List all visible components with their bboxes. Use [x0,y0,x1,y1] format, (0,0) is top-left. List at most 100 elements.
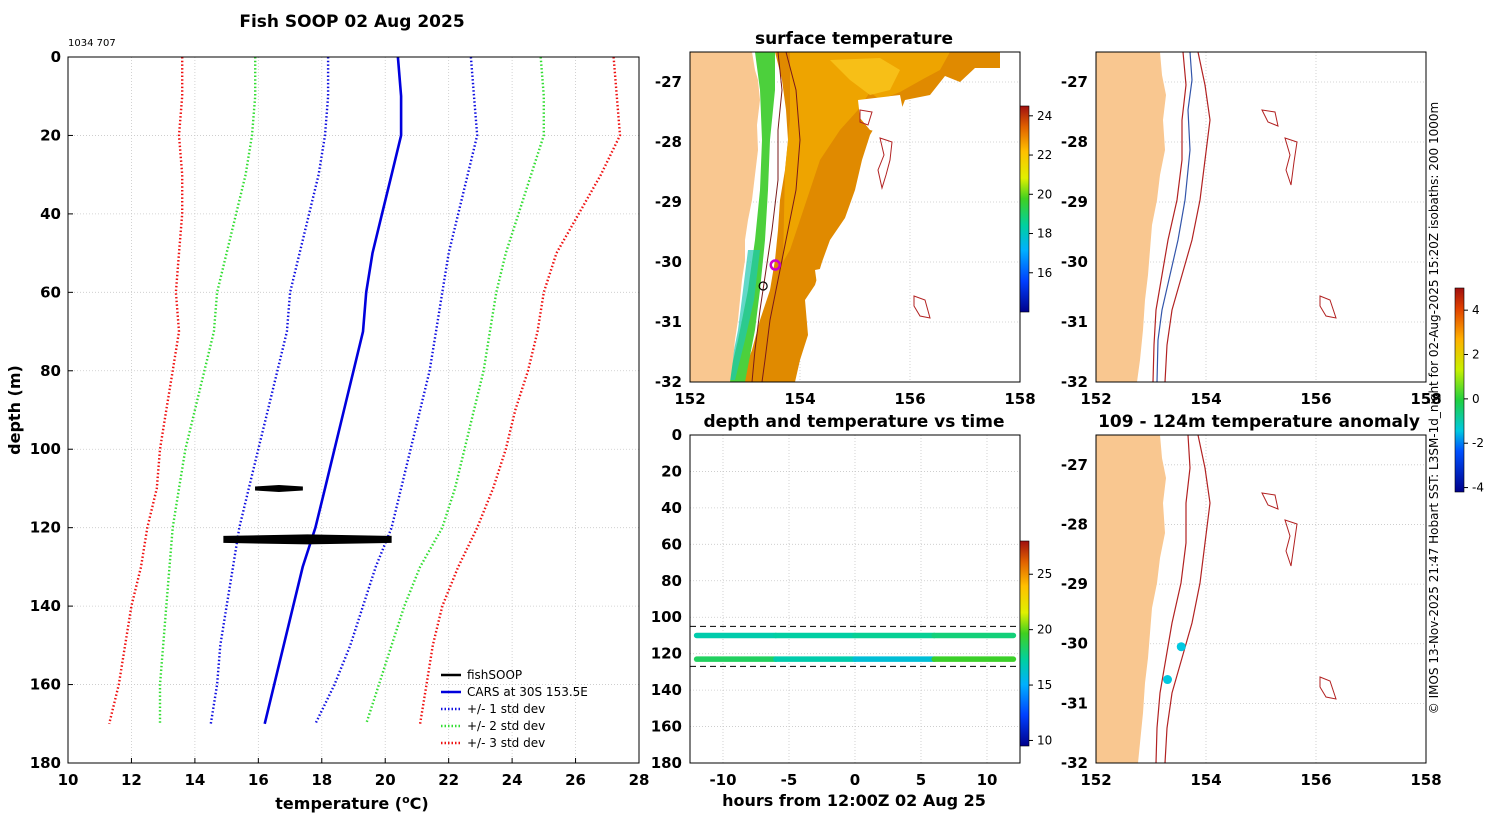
legend-label-std1: +/- 1 std dev [467,702,545,716]
anomaly-map-ytick-label: -27 [1061,456,1088,474]
depth-time-ytick-label: 40 [661,499,682,517]
legend-label-std3: +/- 3 std dev [467,736,545,750]
profile-ytick-label: 80 [40,362,61,380]
anomaly-map-xtick-label: 156 [1300,771,1331,789]
isobath-map-ytick-label: -30 [1061,253,1088,271]
sst-map-ytick-label: -31 [655,313,682,331]
anomaly-map-xtick-label: 158 [1410,771,1441,789]
island-outline [913,295,931,319]
anomaly-map-ytick-label: -29 [1061,575,1088,593]
land-australia [1096,435,1166,763]
sst-map-xtick-label: 154 [784,390,815,408]
profile-xtick-label: 28 [629,771,650,789]
depth-time-ytick-label: 80 [661,572,682,590]
sst-map-ytick-label: -29 [655,193,682,211]
sst-map-title: surface temperature [755,29,953,49]
anomaly-map-xtick-label: 152 [1080,771,1111,789]
isobath-map-ytick-label: -31 [1061,313,1088,331]
island-outline [1319,295,1337,319]
sst-colorbar-tick-label: 20 [1037,187,1052,201]
anomaly-map-axes-frame [1095,434,1427,764]
depth-time-ytick-label: 0 [672,426,682,444]
anomaly-map-ytick-label: -28 [1061,515,1088,533]
isobath-1000m [1164,52,1211,382]
anomaly-map-ytick-label: -32 [1061,754,1088,772]
depth-time-colorbar-tick-label: 15 [1037,678,1052,692]
sst-map-ytick-label: -32 [655,373,682,391]
anomaly-colorbar-tick-label: -4 [1472,481,1484,495]
profile-xtick-label: 22 [438,771,459,789]
isobath-200m [1156,52,1193,382]
profile-xtick-label: 18 [311,771,332,789]
depth-time-xtick-label: 10 [977,771,998,789]
depth-time-ytick-label: 20 [661,462,682,480]
profile-xtick-label: 14 [184,771,205,789]
std-envelope-lower-3 [108,57,184,725]
sst-colorbar-tick-label: 22 [1037,148,1052,162]
vessel-marker-black [758,281,768,291]
profile-ytick-label: 100 [30,440,61,458]
sst-field-coastal-cyan [728,250,760,380]
profile-xtick-label: 16 [248,771,269,789]
profile-ytick-label: 180 [30,754,61,772]
depth-time-ytick-label: 180 [651,754,682,772]
land-australia [1096,52,1166,382]
island-outline [1261,492,1279,510]
anomaly-map-title: 109 - 124m temperature anomaly [1098,412,1420,432]
profile-xtick-label: 24 [502,771,523,789]
isobath-map-ytick-label: -27 [1061,73,1088,91]
std-envelope-upper-1 [314,56,479,725]
depth-time-colorbar [1019,540,1030,747]
profile-xtick-label: 26 [565,771,586,789]
sst-cloud-gap [815,265,840,292]
std-envelope-lower-1 [209,57,330,724]
profile-ytick-label: 60 [40,283,61,301]
fishsoop-trace [223,534,392,545]
profile-ytick-label: 40 [40,205,61,223]
anomaly-point [1176,642,1186,652]
sst-field-orange [783,52,950,262]
vessel-marker-magenta [769,259,781,271]
isobath-map-panel: 152 154 156 158 -27 -28 -29 -30 -31 -32 [1061,51,1442,408]
profile-ytick-label: 160 [30,676,61,694]
anomaly-colorbar [1454,287,1465,493]
anomaly-map-ytick-label: -30 [1061,635,1088,653]
profile-legend: fishSOOP CARS at 30S 153.5E +/- 1 std de… [441,668,588,750]
cars-mean-line [263,56,403,725]
island-outline [877,137,893,190]
island-outline [1261,109,1279,127]
anomaly-map-panel: 152 154 156 158 -27 -28 -29 -30 -31 -32 -4 -2 0 2 4 [1061,287,1484,789]
isobath-map-xtick-label: 152 [1080,390,1111,408]
depth-time-ytick-label: 100 [651,608,682,626]
sst-colorbar [1019,105,1030,313]
depth-time-xtick-label: 5 [916,771,926,789]
sst-map-ytick-label: -27 [655,73,682,91]
sst-cloud-gap [858,95,905,135]
legend-label-fishsoop: fishSOOP [467,668,522,682]
profile-ytick-label: 0 [51,48,61,66]
depth-time-title: depth and temperature vs time [704,412,1005,432]
anomaly-colorbar-tick-label: 0 [1472,392,1480,406]
isobath-map-axes-frame [1095,51,1427,383]
depth-time-xlabel: hours from 12:00Z 02 Aug 25 [722,791,986,810]
isobath-line [751,52,783,382]
profile-xtick-label: 20 [375,771,396,789]
sst-map-xtick-label: 158 [1004,390,1035,408]
id-label: 1034 707 [68,38,116,49]
isobath-map-xtick-label: 156 [1300,390,1331,408]
std-envelope-upper-2 [365,56,545,725]
isobath-1000m [1164,435,1211,763]
depth-time-xtick-label: -10 [709,771,736,789]
isobath-1000m [1155,435,1191,763]
legend-label-cars: CARS at 30S 153.5E [467,685,588,699]
sst-field-coastal-green [728,52,775,382]
isobath-map-ytick-label: -28 [1061,133,1088,151]
profile-panel: 10 12 14 16 18 20 22 24 26 28 0 20 40 60 80 100 120 140 16… [5,48,649,813]
sst-map-panel: 152 154 156 158 -27 -28 -29 -30 -31 -32 16 18 20 22 2… [655,51,1052,408]
anomaly-colorbar-tick-label: 2 [1472,348,1480,362]
anomaly-colorbar-tick-label: 4 [1472,303,1480,317]
profile-ytick-label: 20 [40,126,61,144]
island-outline [1284,519,1298,567]
depth-time-ytick-label: 120 [651,645,682,663]
